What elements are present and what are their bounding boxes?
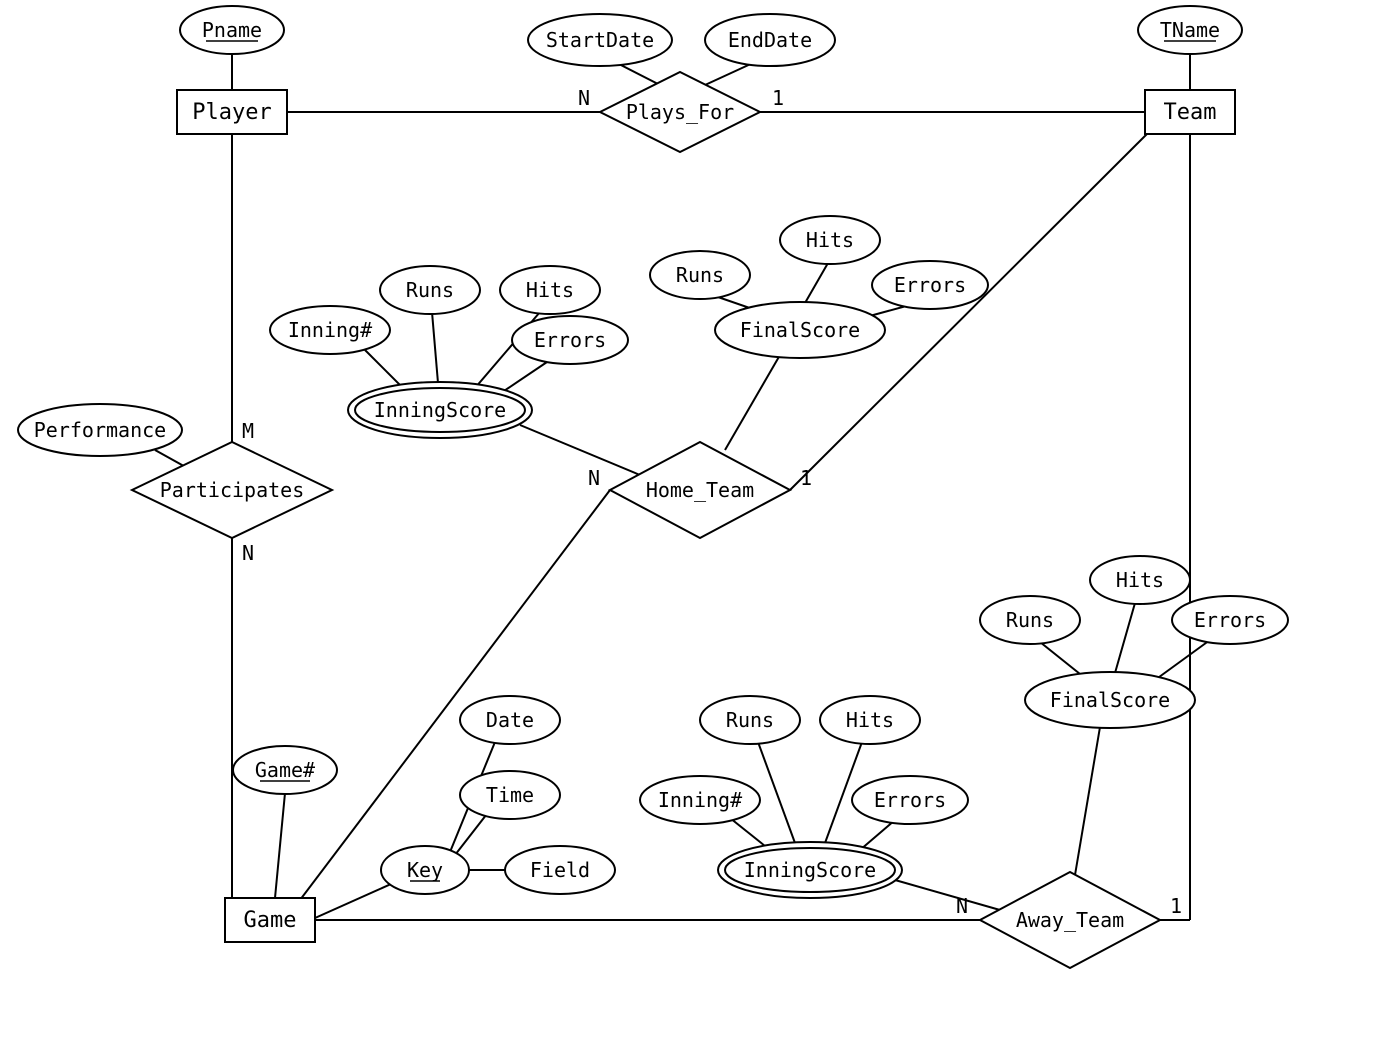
attr-enddate: EndDate bbox=[705, 14, 835, 66]
rel-participates: Participates bbox=[132, 442, 332, 538]
attr-fs1-runs: Runs bbox=[650, 251, 750, 299]
attr-fs1-hits-label: Hits bbox=[806, 228, 854, 252]
rel-plays-for: Plays_For bbox=[600, 72, 760, 152]
attr-hits1: Hits bbox=[500, 266, 600, 314]
rel-away-team: Away_Team bbox=[980, 872, 1160, 968]
attr-finalscore1-label: FinalScore bbox=[740, 318, 860, 342]
attr-inningscore1-label: InningScore bbox=[374, 398, 506, 422]
attr-fs1-errors-label: Errors bbox=[894, 273, 966, 297]
attr-inningnum1: Inning# bbox=[270, 306, 390, 354]
er-diagram: Player Team Game Plays_For Participates … bbox=[0, 0, 1384, 1050]
rel-participates-label: Participates bbox=[160, 478, 305, 502]
edge-finalscore2-awayteam bbox=[1075, 727, 1100, 875]
attr-hits1-label: Hits bbox=[526, 278, 574, 302]
attr-field: Field bbox=[505, 846, 615, 894]
attr-field-label: Field bbox=[530, 858, 590, 882]
attr-inningnum2-label: Inning# bbox=[658, 788, 742, 812]
entity-game-label: Game bbox=[244, 908, 297, 933]
attr-fs1-hits: Hits bbox=[780, 216, 880, 264]
card-awayteam-n: N bbox=[956, 894, 968, 918]
attr-fs2-runs: Runs bbox=[980, 596, 1080, 644]
rel-plays-for-label: Plays_For bbox=[626, 100, 734, 124]
attr-hits2: Hits bbox=[820, 696, 920, 744]
card-playsfor-1: 1 bbox=[772, 86, 784, 110]
attr-finalscore1: FinalScore bbox=[715, 302, 885, 358]
attr-tname-label: TName bbox=[1160, 18, 1220, 42]
entity-team-label: Team bbox=[1164, 100, 1217, 125]
attr-performance-label: Performance bbox=[34, 418, 166, 442]
attr-time: Time bbox=[460, 771, 560, 819]
attr-fs2-errors-label: Errors bbox=[1194, 608, 1266, 632]
entity-team: Team bbox=[1145, 90, 1235, 134]
edge-inningscore1-hometeam bbox=[520, 425, 640, 475]
entity-player: Player bbox=[177, 90, 287, 134]
attr-time-label: Time bbox=[486, 783, 534, 807]
attr-date-label: Date bbox=[486, 708, 534, 732]
attr-inningnum2: Inning# bbox=[640, 776, 760, 824]
edge-errors2 bbox=[860, 820, 895, 850]
card-hometeam-n: N bbox=[588, 466, 600, 490]
attr-runs1: Runs bbox=[380, 266, 480, 314]
attr-fs1-runs-label: Runs bbox=[676, 263, 724, 287]
edge-inningscore2-awayteam bbox=[895, 880, 1000, 910]
attr-runs1-label: Runs bbox=[406, 278, 454, 302]
edge-fs1hits bbox=[805, 263, 828, 303]
edge-runs2 bbox=[758, 742, 795, 843]
entity-player-label: Player bbox=[192, 100, 271, 125]
attr-hits2-label: Hits bbox=[846, 708, 894, 732]
attr-inningscore2: InningScore bbox=[718, 842, 902, 898]
attr-finalscore2: FinalScore bbox=[1025, 672, 1195, 728]
attr-pname-label: Pname bbox=[202, 18, 262, 42]
edge-fs2errors bbox=[1155, 640, 1210, 680]
attr-fs1-errors: Errors bbox=[872, 261, 988, 309]
rel-away-team-label: Away_Team bbox=[1016, 908, 1124, 932]
attr-errors1-label: Errors bbox=[534, 328, 606, 352]
attr-date: Date bbox=[460, 696, 560, 744]
edge-gamenum-game bbox=[275, 793, 285, 898]
rel-home-team: Home_Team bbox=[610, 442, 790, 538]
entity-game: Game bbox=[225, 898, 315, 942]
attr-inningnum1-label: Inning# bbox=[288, 318, 372, 342]
attr-pname: Pname bbox=[180, 6, 284, 54]
attr-runs2-label: Runs bbox=[726, 708, 774, 732]
attr-performance: Performance bbox=[18, 404, 182, 456]
attr-errors2-label: Errors bbox=[874, 788, 946, 812]
attr-fs2-hits: Hits bbox=[1090, 556, 1190, 604]
attr-runs2: Runs bbox=[700, 696, 800, 744]
edge-fs2hits bbox=[1115, 603, 1135, 673]
attr-startdate: StartDate bbox=[528, 14, 672, 66]
edge-runs1 bbox=[432, 312, 438, 383]
card-playsfor-n: N bbox=[578, 86, 590, 110]
card-participates-m: M bbox=[242, 419, 254, 443]
attr-enddate-label: EndDate bbox=[728, 28, 812, 52]
attr-errors1: Errors bbox=[512, 316, 628, 364]
attr-errors2: Errors bbox=[852, 776, 968, 824]
attr-startdate-label: StartDate bbox=[546, 28, 654, 52]
card-participates-n: N bbox=[242, 541, 254, 565]
edge-fs2runs bbox=[1040, 642, 1085, 678]
attr-fs2-hits-label: Hits bbox=[1116, 568, 1164, 592]
rel-home-team-label: Home_Team bbox=[646, 478, 754, 502]
edge-key-game bbox=[315, 880, 400, 918]
attr-inningscore1: InningScore bbox=[348, 382, 532, 438]
attr-gamenum-label: Game# bbox=[255, 758, 315, 782]
attr-key: Key bbox=[381, 846, 469, 894]
attr-key-label: Key bbox=[407, 858, 443, 882]
edge-finalscore1-hometeam bbox=[725, 355, 780, 450]
attr-inningscore2-label: InningScore bbox=[744, 858, 876, 882]
attr-fs2-runs-label: Runs bbox=[1006, 608, 1054, 632]
card-hometeam-1: 1 bbox=[800, 466, 812, 490]
attr-gamenum: Game# bbox=[233, 746, 337, 794]
attr-finalscore2-label: FinalScore bbox=[1050, 688, 1170, 712]
attr-fs2-errors: Errors bbox=[1172, 596, 1288, 644]
attr-tname: TName bbox=[1138, 6, 1242, 54]
card-awayteam-1: 1 bbox=[1170, 894, 1182, 918]
